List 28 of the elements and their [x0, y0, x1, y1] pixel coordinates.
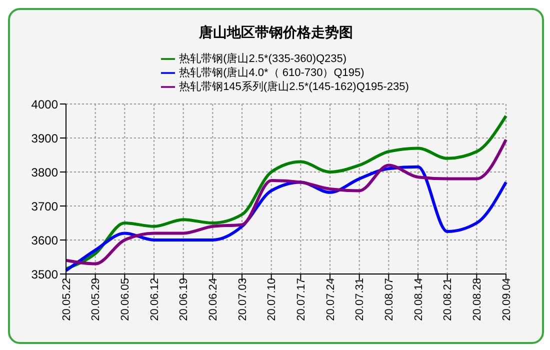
- x-tick-label: 20.08.28: [471, 278, 484, 321]
- y-tick-label: 3700: [31, 199, 58, 214]
- x-tick-label: 20.07.03: [236, 278, 249, 321]
- x-tick-label: 20.08.07: [383, 278, 396, 321]
- chart-title: 唐山地区带钢价格走势图: [198, 24, 354, 42]
- x-tick-label: 20.06.24: [207, 278, 220, 321]
- y-tick-label: 3800: [31, 165, 58, 180]
- x-tick-label: 20.08.14: [412, 278, 425, 321]
- line-series: [64, 138, 508, 266]
- y-tick-label: 3600: [31, 233, 58, 248]
- x-tick-label: 20.07.31: [354, 278, 366, 321]
- x-tick-label: 20.08.21: [442, 278, 454, 321]
- x-tick-label: 20.07.10: [266, 278, 278, 321]
- y-tick-label: 4000: [31, 97, 58, 112]
- x-tick-label: 20.05.22: [60, 278, 73, 321]
- x-tick-label: 20.09.04: [500, 278, 513, 321]
- x-tick-label: 20.07.24: [324, 278, 337, 321]
- legend-label: 热轧带钢145系列(唐山2.5*(145-162)Q195-235): [179, 80, 409, 93]
- line-series: [64, 114, 508, 270]
- x-tick-label: 20.06.19: [178, 278, 190, 321]
- x-tick-label: 20.06.05: [119, 278, 132, 321]
- legend-label: 热轧带钢(唐山4.0*（ 610-730）Q195): [179, 66, 364, 79]
- x-tick-label: 20.06.12: [148, 278, 161, 321]
- y-tick-label: 3900: [31, 131, 58, 146]
- legend-label: 热轧带钢(唐山2.5*(335-360)Q235): [179, 52, 347, 65]
- x-tick-label: 20.05.29: [90, 278, 102, 321]
- x-tick-label: 20.07.17: [295, 278, 308, 321]
- y-tick-label: 3500: [31, 267, 58, 282]
